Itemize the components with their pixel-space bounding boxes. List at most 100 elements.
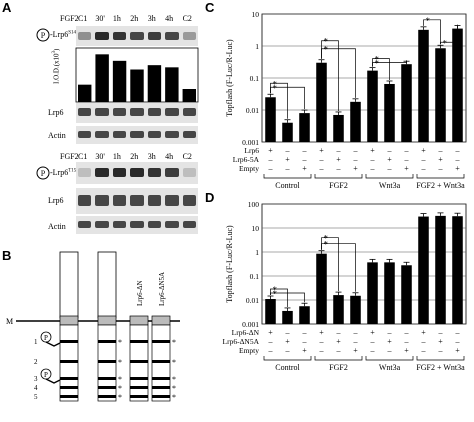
significance-bracket xyxy=(270,288,288,307)
group-bracket xyxy=(365,356,414,361)
blot-band xyxy=(130,131,144,138)
blot-band xyxy=(95,195,109,206)
condition-mark: + xyxy=(370,146,375,155)
condition-mark: – xyxy=(268,155,274,164)
lane-label: 1h xyxy=(112,14,121,23)
topflash-bar xyxy=(316,253,327,324)
plot-frame xyxy=(261,203,467,325)
blot-band xyxy=(95,108,109,116)
condition-mark: – xyxy=(421,155,427,164)
topflash-bar xyxy=(350,101,361,142)
iod-bar xyxy=(95,54,109,102)
condition-mark: + xyxy=(268,328,273,337)
actin-label-1: Actin xyxy=(48,131,66,140)
ppspxs-motif xyxy=(98,377,116,380)
condition-mark: + xyxy=(319,328,324,337)
condition-mark: – xyxy=(319,337,325,346)
lane-label: 30' xyxy=(95,152,105,161)
condition-mark: – xyxy=(319,164,325,173)
condition-mark: – xyxy=(387,164,393,173)
lane-label: C1 xyxy=(78,152,88,161)
mutation-asterisk: * xyxy=(118,338,122,347)
condition-mark: + xyxy=(370,328,375,337)
topflash-bar xyxy=(418,216,429,324)
condition-mark: – xyxy=(353,328,359,337)
ppspxs-motif xyxy=(98,395,116,398)
blot-band xyxy=(182,131,196,138)
significance-bracket xyxy=(270,86,305,110)
topflash-bar xyxy=(435,48,446,143)
topflash-bar xyxy=(401,265,412,324)
mutation-asterisk: * xyxy=(172,375,176,384)
blot-band xyxy=(147,221,162,228)
topflash-bar xyxy=(333,295,344,324)
ppspxs-motif xyxy=(60,340,78,343)
lane-label: C1 xyxy=(78,14,88,23)
phospho-p-symbol-2: P xyxy=(41,169,46,178)
y-tick-label: 0.01 xyxy=(246,106,259,115)
lrp6-label-1: Lrp6 xyxy=(48,108,64,117)
condition-mark: + xyxy=(285,337,290,346)
condition-mark: – xyxy=(404,337,410,346)
significance-asterisk: * xyxy=(273,285,278,295)
group-label: Wnt3a xyxy=(379,363,401,372)
extracellular-domain xyxy=(97,251,117,319)
y-axis-label: Topflash (F-Luc/R-Luc) xyxy=(225,225,234,303)
phospho-circle-icon: P xyxy=(36,28,50,42)
blot-band xyxy=(165,195,179,206)
lane-label: C2 xyxy=(182,14,192,23)
condition-mark: – xyxy=(455,328,461,337)
condition-mark: – xyxy=(455,337,461,346)
iod-bar-chart xyxy=(75,47,199,103)
y-tick-label: 1 xyxy=(255,42,259,51)
panel-b-letter: B xyxy=(2,248,12,263)
topflash-bar xyxy=(367,262,378,324)
iod-axis-label: I.O.D.(x103) xyxy=(52,48,61,84)
condition-mark: – xyxy=(302,155,308,164)
ppspxs-motif xyxy=(98,340,116,343)
condition-mark: + xyxy=(302,164,307,173)
condition-mark: – xyxy=(387,328,393,337)
construct-label: Lrp6-ΔN5A xyxy=(158,272,166,306)
group-label: FGF2 + Wnt3a xyxy=(416,181,465,190)
condition-mark: – xyxy=(438,164,444,173)
group-bracket xyxy=(365,174,414,179)
group-label: Wnt3a xyxy=(379,181,401,190)
condition-mark: + xyxy=(319,146,324,155)
blot-band xyxy=(147,131,162,138)
phospho-lrp6-label: -Lrp6S1490 xyxy=(50,30,81,39)
significance-asterisk: * xyxy=(273,289,278,299)
motif-number: 2 xyxy=(34,358,38,366)
blot-band xyxy=(95,168,109,177)
phospho-arrow xyxy=(45,341,61,347)
site-s1490: S1490 xyxy=(68,30,81,36)
y-tick-label: 1 xyxy=(255,248,259,257)
motif-number: 1 xyxy=(34,338,38,346)
y-tick-label: 0.01 xyxy=(246,296,259,305)
blot-band xyxy=(182,32,196,40)
ppspxs-motif xyxy=(152,395,170,398)
condition-mark: – xyxy=(438,146,444,155)
ppspxs-motif xyxy=(98,360,116,363)
blot-band xyxy=(182,108,196,116)
ppspxs-motif xyxy=(130,386,148,389)
iod-bar xyxy=(165,67,179,102)
ppspxs-motif xyxy=(60,395,78,398)
y-tick-label: 0.001 xyxy=(242,138,259,147)
condition-mark: + xyxy=(387,337,392,346)
condition-mark: – xyxy=(302,146,308,155)
condition-mark: + xyxy=(336,337,341,346)
condition-mark: – xyxy=(387,146,393,155)
condition-mark: + xyxy=(353,346,358,355)
phospho-circle-icon-2: P xyxy=(36,166,50,180)
condition-row-label: Lrp6-5A xyxy=(233,155,260,164)
group-label: FGF2 xyxy=(329,363,348,372)
condition-mark: – xyxy=(455,146,461,155)
blot-band xyxy=(95,32,109,40)
condition-mark: – xyxy=(370,155,376,164)
blot-band xyxy=(182,195,196,206)
lane-label: 2h xyxy=(130,152,139,161)
blot-band xyxy=(78,131,92,138)
blot-band xyxy=(130,32,144,40)
significance-asterisk: * xyxy=(324,45,329,55)
